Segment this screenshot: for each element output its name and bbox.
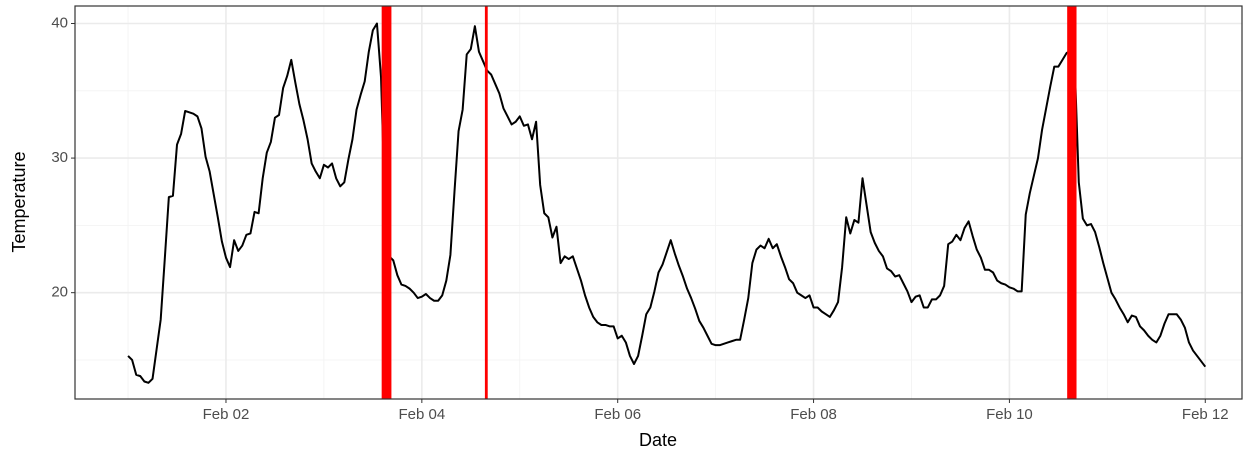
y-tick-label: 20: [51, 284, 68, 301]
x-tick-label: Feb 12: [1182, 406, 1229, 423]
panel-border: [74, 5, 1243, 400]
x-tick-label: Feb 08: [790, 406, 837, 423]
x-axis-label: Date: [639, 430, 677, 450]
y-tick-label: 40: [51, 14, 68, 31]
highlight-band: [484, 6, 488, 399]
y-tick-label: 30: [51, 149, 68, 166]
line: [127, 22, 1207, 384]
x-tick-label: Feb 04: [398, 406, 445, 423]
highlight-band: [1067, 6, 1077, 399]
x-tick-label: Feb 06: [594, 406, 641, 423]
x-tick-label: Feb 10: [986, 406, 1033, 423]
highlight-band: [381, 6, 392, 399]
x-tick-label: Feb 02: [203, 406, 250, 423]
y-axis-label: Temperature: [9, 151, 29, 252]
